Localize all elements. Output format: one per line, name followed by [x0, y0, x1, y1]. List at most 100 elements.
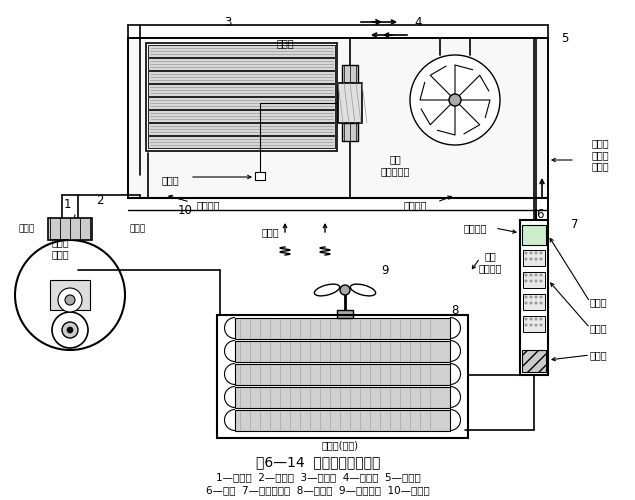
Circle shape — [540, 252, 542, 254]
Bar — [235, 318, 450, 339]
Circle shape — [540, 296, 542, 298]
Text: 干燥剂: 干燥剂 — [590, 323, 608, 333]
Text: 图6—14  汽车空调工作原理: 图6—14 汽车空调工作原理 — [256, 455, 380, 469]
Circle shape — [540, 324, 542, 326]
Text: 3: 3 — [224, 16, 232, 28]
Bar — [523, 294, 545, 310]
Circle shape — [535, 280, 537, 282]
Circle shape — [535, 302, 537, 304]
Circle shape — [58, 288, 82, 312]
Circle shape — [535, 318, 537, 320]
Circle shape — [535, 274, 537, 276]
Text: 吸气阀: 吸气阀 — [19, 224, 35, 234]
Text: 8: 8 — [451, 304, 458, 316]
Circle shape — [525, 280, 528, 282]
Circle shape — [15, 240, 125, 350]
Ellipse shape — [351, 284, 376, 296]
Circle shape — [530, 274, 533, 276]
Text: 6: 6 — [536, 208, 544, 222]
Bar — [148, 136, 335, 148]
Text: 输出管: 输出管 — [590, 297, 608, 307]
Bar — [217, 315, 468, 438]
Text: 7: 7 — [572, 218, 578, 232]
Text: 2: 2 — [97, 194, 104, 206]
Text: 4: 4 — [414, 16, 422, 28]
Text: 车内空气: 车内空气 — [196, 200, 220, 210]
Bar — [235, 387, 450, 408]
Bar — [342, 123, 358, 141]
Text: 车内空气: 车内空气 — [403, 200, 427, 210]
Bar — [128, 38, 548, 198]
Bar — [235, 341, 450, 362]
Text: 冷空气: 冷空气 — [276, 38, 294, 48]
Text: 高温高
压液体
制冷剂: 高温高 压液体 制冷剂 — [591, 138, 609, 172]
Text: 冷凝器(液化): 冷凝器(液化) — [321, 440, 359, 450]
Circle shape — [530, 318, 533, 320]
Text: 高温
高压气体: 高温 高压气体 — [478, 251, 502, 273]
Circle shape — [525, 318, 528, 320]
Circle shape — [535, 324, 537, 326]
Bar — [522, 350, 546, 372]
Circle shape — [62, 322, 78, 338]
Text: 热空气: 热空气 — [261, 227, 279, 237]
Circle shape — [540, 258, 542, 260]
Bar — [50, 280, 90, 310]
Bar — [148, 58, 335, 70]
Circle shape — [65, 295, 75, 305]
Text: 10: 10 — [178, 204, 192, 216]
Circle shape — [530, 296, 533, 298]
Bar — [235, 364, 450, 385]
Ellipse shape — [314, 284, 340, 296]
Circle shape — [535, 296, 537, 298]
Bar — [523, 316, 545, 332]
Bar — [148, 71, 335, 83]
Bar — [338, 83, 362, 123]
Bar — [148, 45, 335, 57]
Text: 热敏管: 热敏管 — [161, 175, 179, 185]
Bar — [148, 97, 335, 109]
Circle shape — [535, 258, 537, 260]
Bar — [523, 250, 545, 266]
Bar — [520, 220, 548, 375]
Text: 低温低
压气体: 低温低 压气体 — [51, 237, 69, 259]
Circle shape — [52, 312, 88, 348]
Bar — [148, 123, 335, 135]
Bar — [337, 310, 353, 318]
Bar — [523, 272, 545, 288]
Circle shape — [340, 285, 350, 295]
Text: 5: 5 — [561, 32, 569, 44]
Circle shape — [540, 318, 542, 320]
Circle shape — [410, 55, 500, 145]
Circle shape — [540, 302, 542, 304]
Text: 低压
低温制冷剂: 低压 低温制冷剂 — [380, 154, 410, 176]
Bar — [148, 84, 335, 96]
Text: 1—压缩机  2—吸气管  3—蒸发器  4—鼓风机  5—膨胀阀: 1—压缩机 2—吸气管 3—蒸发器 4—鼓风机 5—膨胀阀 — [216, 472, 420, 482]
Text: 9: 9 — [381, 264, 389, 276]
Circle shape — [525, 324, 528, 326]
Bar — [522, 225, 546, 245]
Bar — [342, 65, 358, 83]
Circle shape — [540, 274, 542, 276]
Text: 过滤器: 过滤器 — [590, 350, 608, 360]
Circle shape — [525, 302, 528, 304]
Bar — [235, 410, 450, 431]
Bar — [255, 172, 265, 180]
Circle shape — [525, 296, 528, 298]
Circle shape — [525, 258, 528, 260]
Circle shape — [530, 280, 533, 282]
Bar — [48, 218, 92, 240]
Bar — [148, 110, 335, 122]
Circle shape — [530, 324, 533, 326]
Circle shape — [530, 252, 533, 254]
Text: 排气阀: 排气阀 — [130, 224, 146, 234]
Circle shape — [525, 252, 528, 254]
Text: 6—液管  7—储液干燥器  8—冷凝器  9—冷却风扇  10—排气管: 6—液管 7—储液干燥器 8—冷凝器 9—冷却风扇 10—排气管 — [206, 485, 430, 495]
Circle shape — [530, 302, 533, 304]
Circle shape — [449, 94, 461, 106]
Text: 1: 1 — [64, 198, 70, 211]
Circle shape — [535, 252, 537, 254]
Text: 观测玻璃: 观测玻璃 — [464, 223, 487, 233]
Bar — [146, 43, 337, 151]
Circle shape — [525, 274, 528, 276]
Circle shape — [530, 258, 533, 260]
